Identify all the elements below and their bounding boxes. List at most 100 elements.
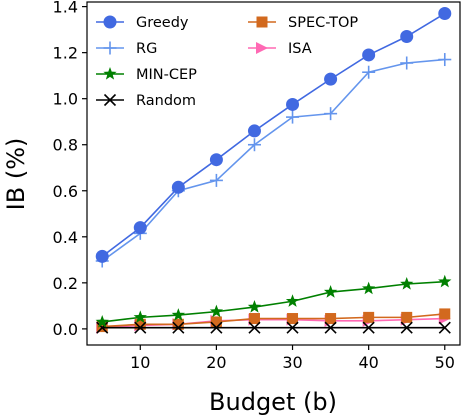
data-point [171, 308, 185, 321]
data-point [286, 97, 300, 111]
data-point [247, 124, 261, 138]
data-point [172, 321, 185, 334]
data-point [362, 65, 376, 79]
marker-stroke [172, 321, 185, 334]
legend-marker [103, 93, 117, 107]
data-point [438, 321, 451, 334]
data-point [438, 53, 452, 67]
marker-stroke [438, 321, 451, 334]
marker-stroke [103, 93, 117, 107]
data-point [287, 313, 299, 325]
data-point [210, 321, 223, 334]
data-point [324, 72, 338, 86]
data-point [247, 300, 262, 313]
data-point [134, 321, 147, 334]
legend: Greedy RG MIN-CEP Random SPEC-TOP ISA [96, 15, 358, 109]
data-point [96, 321, 109, 334]
legend-label: RG [136, 41, 157, 57]
data-point [286, 321, 299, 334]
y-tick-label: 1.0 [53, 90, 78, 109]
x-tick-label: 50 [435, 353, 455, 372]
legend-label: MIN-CEP [136, 67, 197, 83]
data-point [134, 318, 146, 330]
data-point [286, 110, 300, 124]
data-point [438, 274, 452, 288]
data-point [324, 321, 337, 334]
data-point [95, 314, 109, 328]
y-tick-label: 1.2 [53, 44, 78, 63]
marker-stroke [400, 321, 413, 334]
legend-label: ISA [288, 41, 312, 57]
marker-stroke [134, 321, 147, 334]
legend-item-greedy: Greedy [96, 15, 189, 31]
data-point [209, 304, 224, 318]
data-point [248, 321, 261, 334]
marker-stroke [324, 321, 337, 334]
marker-stroke [362, 321, 375, 334]
plot-area [86, 1, 461, 346]
series-line [102, 280, 445, 323]
data-point [362, 321, 375, 334]
data-point [209, 153, 223, 167]
x-axis-label: Budget (b) [209, 388, 337, 416]
x-tick-label: 20 [206, 353, 226, 372]
data-point [325, 313, 337, 325]
data-point [95, 249, 109, 263]
data-point [133, 221, 147, 235]
axes-layer: 10 20 30 40 50 0.0 0.2 0.4 0.6 0.8 1.0 1.2 1.4 [53, 0, 455, 372]
y-tick-label: 0.4 [53, 228, 78, 247]
y-tick-label: 0.2 [53, 274, 78, 293]
data-point [247, 138, 261, 152]
data-point [209, 173, 223, 187]
data-point [363, 311, 375, 323]
series-line [102, 313, 445, 328]
series-min-cep [95, 274, 452, 328]
data-point [171, 180, 185, 194]
data-point [96, 321, 108, 333]
data-point [323, 285, 338, 298]
data-point [362, 48, 376, 62]
marker-stroke [210, 321, 223, 334]
legend-item-isa: ISA [248, 41, 312, 57]
legend-marker [103, 15, 117, 29]
y-tick-label: 0.6 [53, 182, 78, 201]
data-point [210, 316, 222, 328]
series-random [96, 321, 451, 334]
data-point [172, 318, 184, 330]
marker-stroke [286, 321, 299, 334]
y-tick-label: 0.8 [53, 136, 78, 155]
data-point [324, 107, 338, 121]
series-layer [95, 7, 452, 334]
legend-marker [256, 16, 268, 28]
x-tick-label: 30 [282, 353, 302, 372]
data-point [401, 311, 413, 323]
y-tick-label: 0.0 [53, 320, 78, 339]
marker-stroke [96, 321, 109, 334]
marker-stroke [248, 321, 261, 334]
legend-marker [103, 67, 117, 80]
legend-item-random: Random [96, 93, 196, 109]
data-point [362, 281, 376, 295]
y-tick-label: 1.4 [53, 0, 78, 17]
series-line [101, 12, 446, 258]
legend-marker [256, 42, 268, 54]
x-tick-label: 10 [130, 353, 150, 372]
series-greedy [95, 7, 452, 263]
legend-marker [103, 41, 117, 55]
data-point [248, 313, 260, 325]
data-point [285, 294, 300, 307]
data-point [400, 30, 414, 44]
x-tick-label: 40 [358, 353, 378, 372]
legend-label: Greedy [136, 15, 189, 31]
data-point [400, 56, 414, 70]
y-axis-label: IB (%) [2, 138, 30, 211]
legend-item-spec-top: SPEC-TOP [248, 15, 358, 31]
data-point [439, 308, 451, 320]
series-line [101, 58, 445, 262]
data-point [438, 7, 452, 21]
legend-item-min-cep: MIN-CEP [96, 67, 197, 83]
data-point [400, 277, 414, 290]
series-spec-top [96, 308, 451, 333]
legend-item-rg: RG [96, 41, 157, 57]
